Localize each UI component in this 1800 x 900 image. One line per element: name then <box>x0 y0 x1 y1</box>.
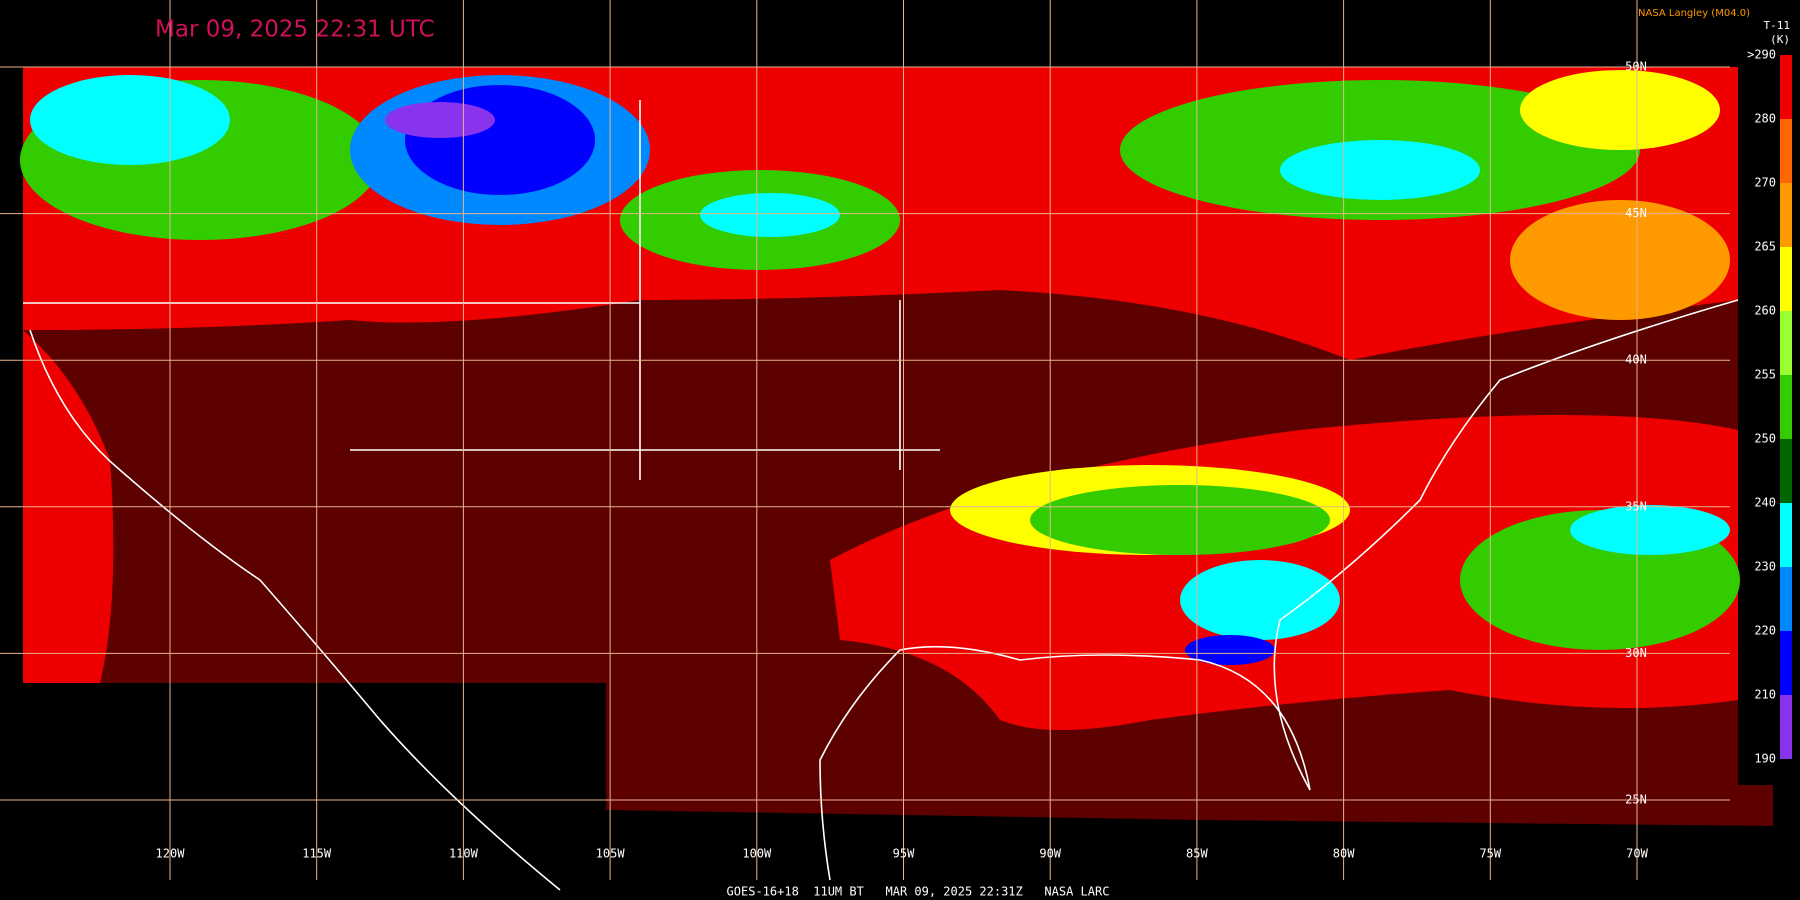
colorbar-segment <box>1780 247 1792 311</box>
lat-label: 40N <box>1625 353 1647 367</box>
lon-label: 90W <box>1039 847 1061 861</box>
imagery <box>20 67 1773 826</box>
colorbar-segment <box>1780 695 1792 759</box>
border <box>23 100 940 480</box>
lon-label: 95W <box>893 847 915 861</box>
colorbar-label: 210 <box>1754 688 1776 702</box>
colorbar-label: >290 <box>1747 48 1776 62</box>
colorbar-segment <box>1780 375 1792 439</box>
boundaries <box>23 100 1739 891</box>
lon-label: 80W <box>1333 847 1355 861</box>
colorbar-label: 280 <box>1754 112 1776 126</box>
cloud <box>405 85 595 195</box>
lon-label: 70W <box>1626 847 1648 861</box>
colorbar-label: 230 <box>1754 560 1776 574</box>
colorbar-label: 250 <box>1754 432 1776 446</box>
cloud <box>1510 200 1730 320</box>
colorbar-label: 270 <box>1754 176 1776 190</box>
product: T-11 <box>1764 19 1791 32</box>
footer: GOES-16+18 11UM BT MAR 09, 2025 22:31Z N… <box>727 885 1110 899</box>
colorbar-segment <box>1780 631 1792 695</box>
colorbar-label: 255 <box>1754 368 1776 382</box>
lon-label: 85W <box>1186 847 1208 861</box>
cloud <box>1180 560 1340 640</box>
cloud <box>30 75 230 165</box>
colorbar-label: 240 <box>1754 496 1776 510</box>
cloud <box>1280 140 1480 200</box>
cloud <box>1185 635 1275 665</box>
lon-label: 105W <box>596 847 626 861</box>
colorbar-segment <box>1780 183 1792 247</box>
cloud <box>385 102 495 138</box>
lat-label: 25N <box>1625 793 1647 807</box>
lat-label: 50N <box>1625 60 1647 74</box>
graticule: 120W 115W 110W 105W 100W 95W 90W 85W 80W 75W 70W 50… <box>0 0 1730 880</box>
colorbar-segment <box>1780 439 1792 503</box>
colorbar-label: 260 <box>1754 304 1776 318</box>
colorbar-segment <box>1780 119 1792 183</box>
lat-label: 35N <box>1625 499 1647 513</box>
colorbar-segment <box>1780 503 1792 567</box>
cloud <box>1520 70 1720 150</box>
lat-label: 30N <box>1625 646 1647 660</box>
credit: NASA Langley (M04.0) <box>1638 8 1750 19</box>
coastline <box>29 329 561 891</box>
lon-label: 110W <box>449 847 479 861</box>
lon-label: 115W <box>302 847 332 861</box>
colorbar-segment <box>1780 567 1792 631</box>
colorbar: >290 280 270 265 260 255 250 240 230 220 210 190 <box>1747 48 1792 766</box>
colorbar-segment <box>1780 55 1792 119</box>
cloud <box>1570 505 1730 555</box>
colorbar-label: 220 <box>1754 624 1776 638</box>
lon-label: 100W <box>742 847 772 861</box>
colorbar-label: 265 <box>1754 240 1776 254</box>
lon-label: 75W <box>1479 847 1501 861</box>
unit: (K) <box>1770 33 1790 46</box>
lat-label: 45N <box>1625 206 1647 220</box>
timestamp: Mar 09, 2025 22:31 UTC <box>155 17 435 43</box>
colorbar-segment <box>1780 311 1792 375</box>
colorbar-label: 190 <box>1754 752 1776 766</box>
lon-label: 120W <box>156 847 186 861</box>
cloud <box>1030 485 1330 555</box>
cloud <box>700 193 840 237</box>
coastline <box>819 299 1739 881</box>
